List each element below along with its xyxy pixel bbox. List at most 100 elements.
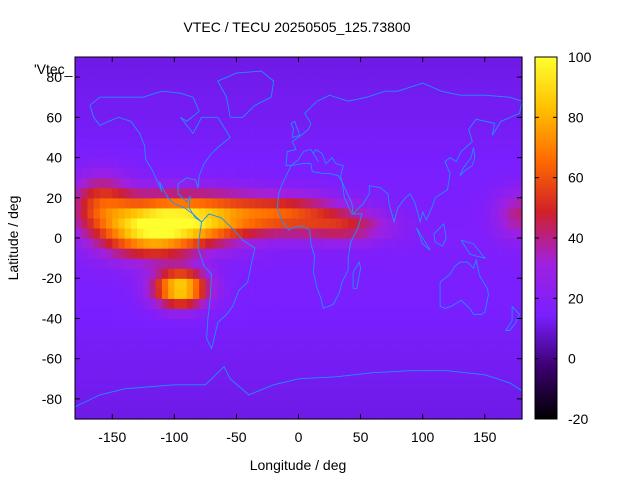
heatmap-cell	[261, 227, 269, 239]
heatmap-cell	[329, 238, 337, 249]
heatmap-cell	[317, 207, 324, 219]
heatmap-cell	[279, 227, 287, 239]
heatmap-cell	[217, 147, 225, 159]
heatmap-cell	[447, 147, 455, 159]
heatmap-cell	[472, 318, 480, 330]
heatmap-cell	[261, 207, 269, 219]
heatmap-cell	[205, 288, 213, 299]
heatmap-cell	[180, 77, 188, 88]
heatmap-cell	[230, 217, 238, 229]
heatmap-cell	[161, 157, 169, 169]
heatmap-cell	[261, 77, 269, 88]
heatmap-cell	[186, 187, 194, 199]
heatmap-cell	[99, 258, 107, 269]
heatmap-cell	[87, 298, 95, 309]
heatmap-cell	[192, 358, 200, 370]
heatmap-cell	[459, 358, 467, 370]
heatmap-cell	[373, 398, 380, 410]
heatmap-cell	[304, 298, 312, 309]
heatmap-cell	[224, 147, 231, 159]
heatmap-cell	[391, 258, 399, 269]
heatmap-cell	[199, 57, 206, 68]
heatmap-cell	[161, 298, 169, 309]
heatmap-cell	[192, 207, 200, 219]
heatmap-cell	[230, 248, 238, 259]
heatmap-cell	[143, 227, 151, 239]
heatmap-cell	[441, 238, 449, 249]
heatmap-cell	[286, 87, 293, 98]
heatmap-cell	[472, 378, 480, 390]
heatmap-cell	[124, 278, 132, 289]
heatmap-cell	[180, 67, 188, 78]
heatmap-cell	[298, 308, 306, 320]
heatmap-cell	[124, 338, 132, 350]
heatmap-cell	[106, 288, 113, 299]
heatmap-cell	[81, 117, 89, 128]
heatmap-cell	[242, 197, 250, 209]
heatmap-cell	[515, 268, 523, 279]
heatmap-cell	[416, 348, 424, 360]
heatmap-cell	[174, 278, 182, 289]
heatmap-cell	[255, 398, 262, 410]
heatmap-cell	[217, 398, 225, 410]
heatmap-cell	[497, 67, 504, 78]
heatmap-cell	[168, 137, 175, 149]
heatmap-cell	[118, 388, 126, 400]
heatmap-cell	[211, 258, 219, 269]
heatmap-cell	[211, 167, 219, 179]
heatmap-cell	[379, 388, 387, 400]
heatmap-cell	[441, 97, 449, 108]
heatmap-cell	[484, 97, 492, 108]
heatmap-cell	[298, 248, 306, 259]
heatmap-cell	[379, 358, 387, 370]
heatmap-cell	[205, 348, 213, 360]
heatmap-cell	[497, 107, 504, 118]
heatmap-cell	[130, 187, 138, 199]
heatmap-cell	[410, 368, 418, 380]
heatmap-cell	[310, 288, 318, 299]
heatmap-cell	[323, 197, 331, 209]
heatmap-cell	[341, 258, 349, 269]
heatmap-cell	[341, 278, 349, 289]
heatmap-cell	[379, 97, 387, 108]
heatmap-cell	[255, 248, 262, 259]
heatmap-cell	[255, 348, 262, 360]
heatmap-cell	[410, 298, 418, 309]
heatmap-cell	[93, 127, 101, 139]
heatmap-cell	[497, 127, 504, 139]
heatmap-cell	[261, 67, 269, 78]
heatmap-cell	[143, 358, 151, 370]
heatmap-cell	[354, 157, 362, 169]
heatmap-cell	[248, 117, 256, 128]
heatmap-cell	[385, 187, 393, 199]
heatmap-cell	[341, 388, 349, 400]
heatmap-cell	[143, 268, 151, 279]
heatmap-cell	[137, 177, 144, 189]
heatmap-cell	[217, 227, 225, 239]
heatmap-cell	[348, 338, 355, 350]
heatmap-cell	[379, 187, 387, 199]
heatmap-cell	[87, 338, 95, 350]
heatmap-cell	[379, 338, 387, 350]
heatmap-cell	[503, 368, 511, 380]
heatmap-cell	[472, 107, 480, 118]
heatmap-cell	[137, 127, 144, 139]
heatmap-cell	[75, 288, 82, 299]
heatmap-cell	[81, 187, 89, 199]
heatmap-cell	[87, 167, 95, 179]
heatmap-cell	[168, 147, 175, 159]
heatmap-cell	[304, 398, 312, 410]
heatmap-cell	[373, 328, 380, 340]
heatmap-cell	[255, 288, 262, 299]
heatmap-cell	[112, 348, 120, 360]
heatmap-cell	[379, 288, 387, 299]
heatmap-cell	[404, 388, 411, 400]
heatmap-cell	[472, 408, 480, 420]
heatmap-cell	[161, 177, 169, 189]
heatmap-cell	[472, 348, 480, 360]
heatmap-cell	[348, 107, 355, 118]
heatmap-cell	[366, 217, 374, 229]
colorbar-tick-label: -20	[568, 411, 588, 427]
heatmap-cell	[217, 137, 225, 149]
heatmap-cell	[385, 298, 393, 309]
